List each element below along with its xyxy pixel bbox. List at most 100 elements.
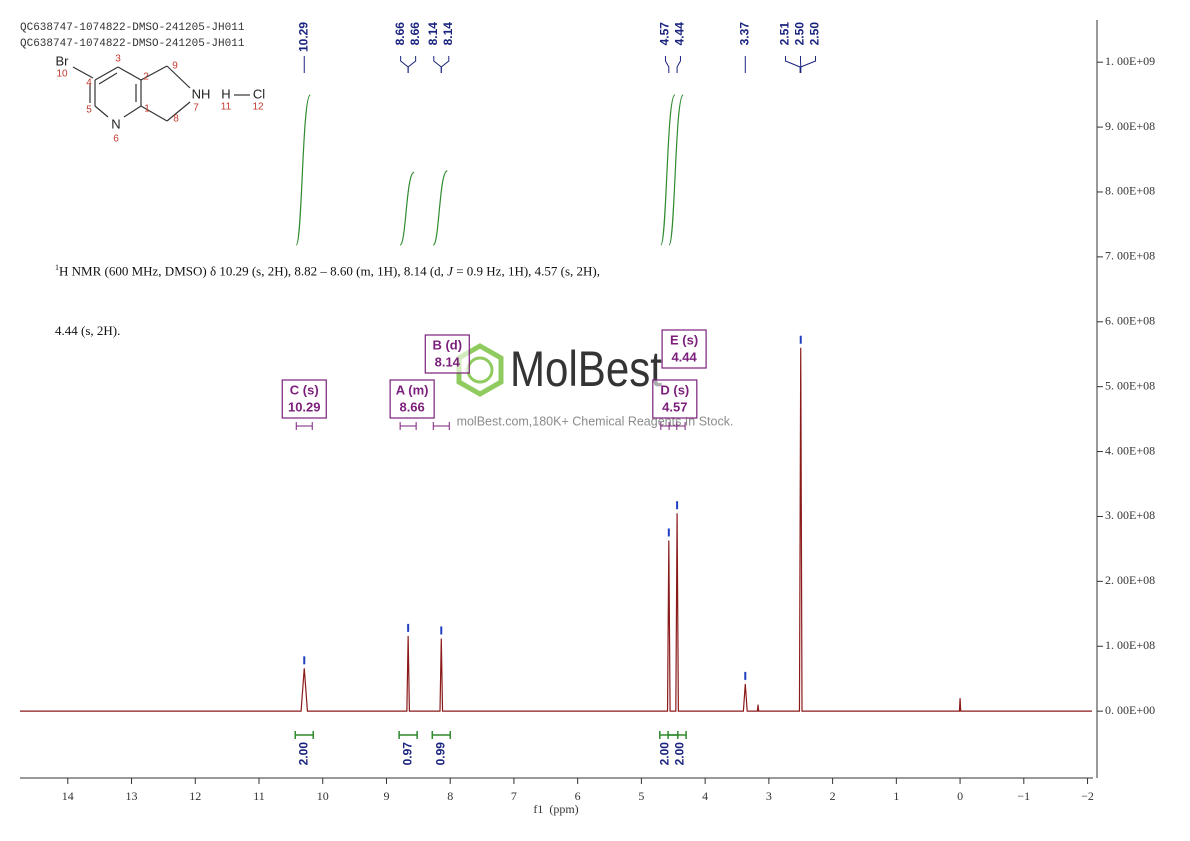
integral-label: 2.00 xyxy=(673,742,687,766)
peak-label: 8.14 xyxy=(441,22,455,46)
y-tick-label: 8. 00E+08 xyxy=(1105,184,1155,198)
description-text: H NMR (600 MHz, DMSO) δ 10.29 (s, 2H), 8… xyxy=(59,263,448,279)
peak-label: 2.50 xyxy=(808,22,822,46)
integral-curve xyxy=(399,171,415,246)
integral-label: 0.97 xyxy=(400,742,414,766)
description-text: = 0.9 Hz, 1H), 4.57 (s, 2H), xyxy=(452,263,601,279)
y-tick-label: 1. 00E+08 xyxy=(1105,638,1155,652)
peak-connector xyxy=(440,56,450,73)
y-tick-label: 9. 00E+08 xyxy=(1105,119,1155,133)
watermark-brand: MolBest xyxy=(510,341,662,397)
atom-number: 2 xyxy=(143,72,149,83)
multiplet-shift: 8.14 xyxy=(435,354,461,369)
multiplet-box xyxy=(389,379,435,419)
multiplet-label: B (d) xyxy=(432,337,462,352)
peak-label: 10.29 xyxy=(296,22,310,52)
atom-number: 10 xyxy=(56,69,68,80)
x-tick-label: 9 xyxy=(383,789,389,803)
y-tick-label: 5. 00E+08 xyxy=(1105,378,1155,392)
integral-bracket xyxy=(294,731,315,739)
atom-number: 11 xyxy=(221,102,232,113)
integral-curve xyxy=(668,94,684,246)
atom-number: 3 xyxy=(115,54,121,65)
atom-label: NH xyxy=(192,86,211,101)
integral-label: 2.00 xyxy=(296,742,310,766)
multiplet-box xyxy=(661,329,707,369)
bond xyxy=(166,65,191,89)
y-tick-label: 4. 00E+08 xyxy=(1105,443,1155,457)
multiplet-label: E (s) xyxy=(670,332,698,347)
bond xyxy=(72,66,94,79)
x-tick-label: 4 xyxy=(702,789,708,803)
multiplet-box xyxy=(281,379,327,419)
multiplet-shift: 10.29 xyxy=(288,399,321,414)
x-tick-label: 10 xyxy=(317,789,329,803)
peak-label: 8.66 xyxy=(393,22,407,46)
atom-number: 8 xyxy=(173,114,179,125)
multiplet-range xyxy=(432,422,450,430)
bond xyxy=(140,65,168,81)
bond xyxy=(94,66,119,81)
header-line: QC638747-1074822-DMSO-241205-JH011 xyxy=(20,38,245,50)
peak-connector xyxy=(400,56,409,73)
description-line: 1H NMR (600 MHz, DMSO) δ 10.29 (s, 2H), … xyxy=(55,258,600,281)
y-tick-label: 2. 00E+08 xyxy=(1105,573,1155,587)
description-line: 4.44 (s, 2H). xyxy=(55,321,600,341)
x-tick-label: −1 xyxy=(1017,789,1030,803)
multiplet-shift: 4.57 xyxy=(662,399,687,414)
multiplet-label: D (s) xyxy=(660,382,689,397)
description: 1H NMR (600 MHz, DMSO) δ 10.29 (s, 2H), … xyxy=(55,218,600,361)
multiplet-shift: 4.44 xyxy=(671,349,697,364)
bond xyxy=(94,105,109,118)
y-tick-label: 0. 00E+00 xyxy=(1105,703,1155,717)
x-tick-label: 14 xyxy=(62,789,74,803)
y-tick-label: 6. 00E+08 xyxy=(1105,314,1155,328)
atom-number: 12 xyxy=(252,102,264,113)
x-tick-label: 13 xyxy=(126,789,138,803)
x-tick-label: 8 xyxy=(447,789,453,803)
peak-label: 2.51 xyxy=(778,22,792,46)
watermark-logo xyxy=(466,356,494,384)
bond xyxy=(123,105,142,118)
peak-label: 2.50 xyxy=(793,22,807,46)
structure: Br N NH H Cl 10 4 3 2 9 7 11 12 5 1 8 6 xyxy=(56,53,266,144)
peak-connector xyxy=(676,56,681,73)
header-line: QC638747-1074822-DMSO-241205-JH011 xyxy=(20,22,245,34)
integral-curve xyxy=(432,170,448,246)
multiplet-box xyxy=(424,334,470,374)
atom-number: 7 xyxy=(193,103,199,114)
peak-label: 4.44 xyxy=(673,22,687,46)
description-text: 4.44 (s, 2H). xyxy=(55,323,121,339)
x-tick-label: 0 xyxy=(957,789,963,803)
multiplet-range xyxy=(660,422,678,430)
y-tick-label: 7. 00E+08 xyxy=(1105,249,1155,263)
description-text: J xyxy=(447,263,453,279)
x-axis-label: f1 (ppm) xyxy=(533,802,578,816)
integral-curve xyxy=(295,94,311,246)
x-tick-label: 5 xyxy=(638,789,644,803)
peak-connector xyxy=(407,56,417,73)
integral-curve xyxy=(660,94,676,246)
x-tick-label: 3 xyxy=(766,789,772,803)
y-tick-label: 1. 00E+09 xyxy=(1105,54,1155,68)
atom-number: 9 xyxy=(172,61,178,72)
integral-bracket xyxy=(398,731,418,739)
atom-label: N xyxy=(111,116,120,131)
bond xyxy=(117,66,142,81)
atom-number: 1 xyxy=(144,104,150,115)
x-tick-label: 11 xyxy=(253,789,265,803)
y-tick-label: 3. 00E+08 xyxy=(1105,508,1155,522)
multiplet-range xyxy=(399,422,417,430)
peak-connector xyxy=(664,56,670,73)
peak-label: 8.66 xyxy=(408,22,422,46)
atom-number: 4 xyxy=(86,78,92,89)
spectrum xyxy=(20,347,1092,712)
peak-connector xyxy=(800,56,817,73)
bond xyxy=(98,72,118,85)
atom-label: Br xyxy=(56,53,70,68)
integral-label: 2.00 xyxy=(658,742,672,766)
integral-bracket xyxy=(667,731,687,739)
atom-label: H xyxy=(221,86,230,101)
multiplet-label: C (s) xyxy=(290,382,319,397)
